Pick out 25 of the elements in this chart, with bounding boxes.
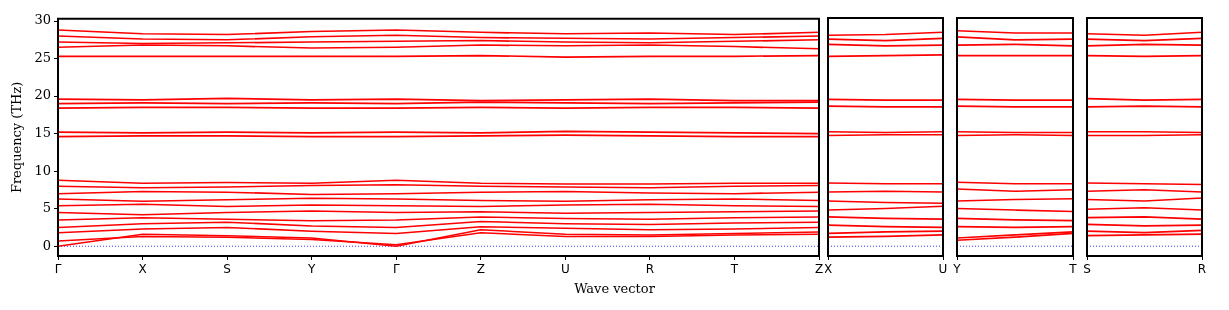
x-tick-label: R xyxy=(1197,262,1207,277)
x-axis-title: Wave vector xyxy=(573,281,656,296)
x-tick-label: Γ xyxy=(54,262,62,277)
x-tick-label: X xyxy=(823,262,833,277)
x-tick-label: U xyxy=(560,262,570,277)
x-tick-label: Y xyxy=(952,262,962,277)
y-tick-label: 20 xyxy=(34,87,51,103)
x-tick-label: Y xyxy=(306,262,316,277)
y-tick-label: 10 xyxy=(34,162,51,178)
y-axis-title: Frequency (THz) xyxy=(9,81,25,194)
x-tick-label: Z xyxy=(476,262,485,277)
x-tick-label: Z xyxy=(814,262,824,277)
y-tick-label: 25 xyxy=(34,49,51,65)
x-tick-label: T xyxy=(1068,262,1078,277)
y-tick-label: 0 xyxy=(42,237,51,253)
x-tick-label: S xyxy=(223,262,231,277)
x-tick-label: Γ xyxy=(392,262,400,277)
x-tick-label: U xyxy=(938,262,948,277)
y-tick-label: 30 xyxy=(34,12,51,28)
x-tick-label: T xyxy=(729,262,739,277)
y-tick-label: 5 xyxy=(42,200,51,216)
x-tick-label: S xyxy=(1083,262,1091,277)
y-tick-label: 15 xyxy=(34,125,51,141)
x-tick-label: X xyxy=(138,262,147,277)
x-tick-label: R xyxy=(645,262,655,277)
